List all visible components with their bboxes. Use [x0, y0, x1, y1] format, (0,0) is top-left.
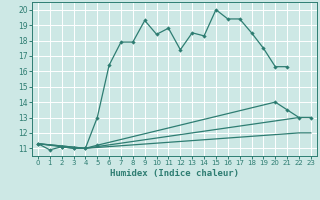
- X-axis label: Humidex (Indice chaleur): Humidex (Indice chaleur): [110, 169, 239, 178]
